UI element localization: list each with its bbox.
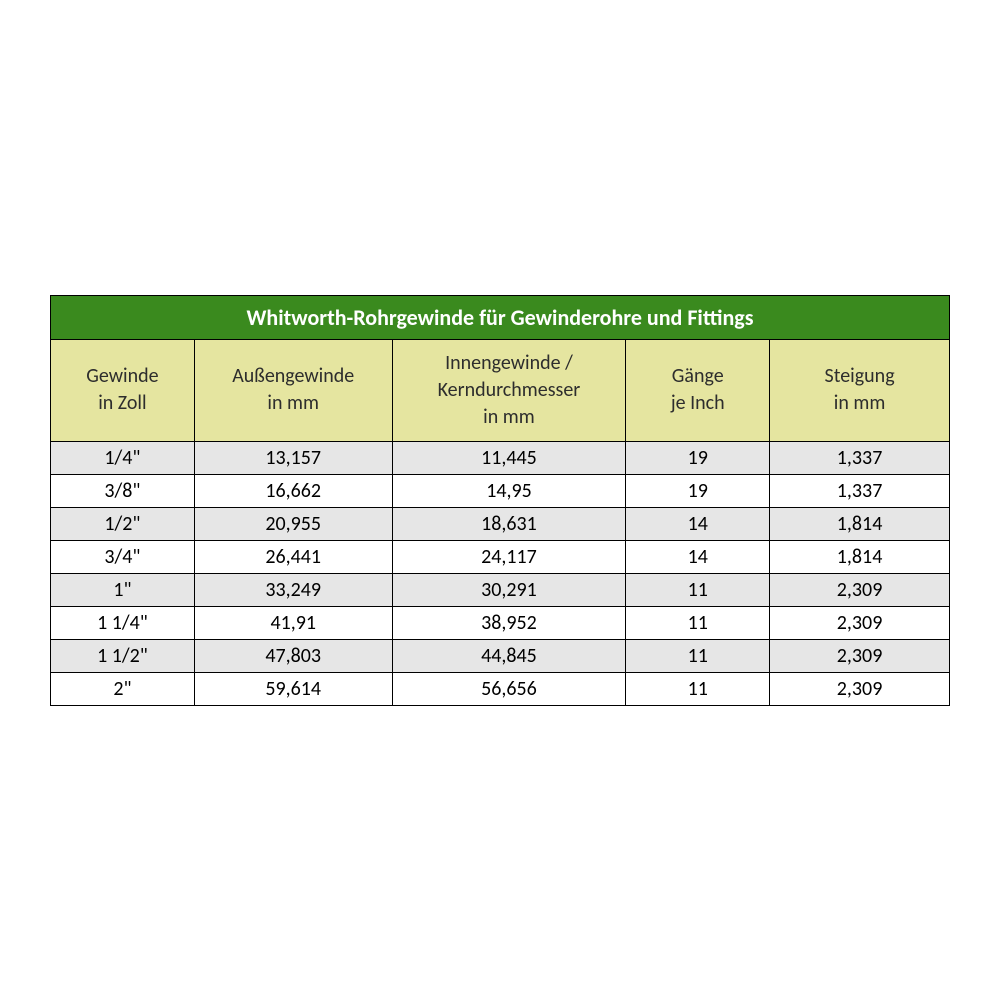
cell-innen: 14,95 [392,474,626,507]
cell-aussen: 59,614 [194,672,392,705]
header-gaenge: Gänge je Inch [626,339,770,441]
cell-gaenge: 11 [626,573,770,606]
cell-aussen: 20,955 [194,507,392,540]
table-body: 1/4" 13,157 11,445 19 1,337 3/8" 16,662 … [51,441,950,705]
header-innengewinde: Innengewinde / Kerndurchmesser in mm [392,339,626,441]
cell-innen: 24,117 [392,540,626,573]
cell-aussen: 13,157 [194,441,392,474]
table-header-row: Gewinde in Zoll Außengewinde in mm Innen… [51,339,950,441]
cell-innen: 44,845 [392,639,626,672]
header-gewinde: Gewinde in Zoll [51,339,195,441]
header-label: je Inch [671,391,725,415]
cell-aussen: 16,662 [194,474,392,507]
cell-steigung: 1,814 [770,540,950,573]
cell-gewinde: 3/4" [51,540,195,573]
header-label: Außengewinde [232,364,354,388]
cell-steigung: 1,337 [770,441,950,474]
table-row: 1 1/2" 47,803 44,845 11 2,309 [51,639,950,672]
cell-gewinde: 1" [51,573,195,606]
cell-gaenge: 11 [626,639,770,672]
header-label: Gewinde [86,364,158,388]
cell-gaenge: 14 [626,507,770,540]
cell-innen: 56,656 [392,672,626,705]
table-row: 3/4" 26,441 24,117 14 1,814 [51,540,950,573]
thread-table: Whitworth-Rohrgewinde für Gewinderohre u… [50,295,950,706]
header-label: Gänge [672,364,724,388]
header-label: in mm [834,391,886,415]
cell-gaenge: 19 [626,441,770,474]
header-label: Kerndurchmesser [438,378,581,402]
table-title-row: Whitworth-Rohrgewinde für Gewinderohre u… [51,295,950,339]
cell-steigung: 2,309 [770,573,950,606]
cell-innen: 18,631 [392,507,626,540]
header-label: in mm [483,405,535,429]
header-label: Steigung [825,364,895,388]
cell-gaenge: 19 [626,474,770,507]
table-row: 1" 33,249 30,291 11 2,309 [51,573,950,606]
table-title: Whitworth-Rohrgewinde für Gewinderohre u… [51,295,950,339]
cell-gewinde: 1/4" [51,441,195,474]
cell-gewinde: 1 1/2" [51,639,195,672]
thread-table-container: Whitworth-Rohrgewinde für Gewinderohre u… [50,295,950,706]
cell-aussen: 47,803 [194,639,392,672]
cell-steigung: 2,309 [770,606,950,639]
table-row: 2" 59,614 56,656 11 2,309 [51,672,950,705]
header-label: Innengewinde / [445,351,573,375]
header-steigung: Steigung in mm [770,339,950,441]
header-label: in Zoll [98,391,146,415]
cell-gewinde: 3/8" [51,474,195,507]
cell-aussen: 41,91 [194,606,392,639]
cell-innen: 11,445 [392,441,626,474]
table-row: 3/8" 16,662 14,95 19 1,337 [51,474,950,507]
cell-aussen: 26,441 [194,540,392,573]
table-row: 1/4" 13,157 11,445 19 1,337 [51,441,950,474]
table-row: 1/2" 20,955 18,631 14 1,814 [51,507,950,540]
cell-aussen: 33,249 [194,573,392,606]
cell-steigung: 1,814 [770,507,950,540]
cell-steigung: 2,309 [770,672,950,705]
header-label: in mm [267,391,319,415]
header-aussengewinde: Außengewinde in mm [194,339,392,441]
cell-innen: 38,952 [392,606,626,639]
cell-gewinde: 1/2" [51,507,195,540]
cell-steigung: 2,309 [770,639,950,672]
cell-gaenge: 11 [626,672,770,705]
cell-gewinde: 2" [51,672,195,705]
cell-gaenge: 14 [626,540,770,573]
cell-gaenge: 11 [626,606,770,639]
table-row: 1 1/4" 41,91 38,952 11 2,309 [51,606,950,639]
cell-steigung: 1,337 [770,474,950,507]
cell-innen: 30,291 [392,573,626,606]
cell-gewinde: 1 1/4" [51,606,195,639]
